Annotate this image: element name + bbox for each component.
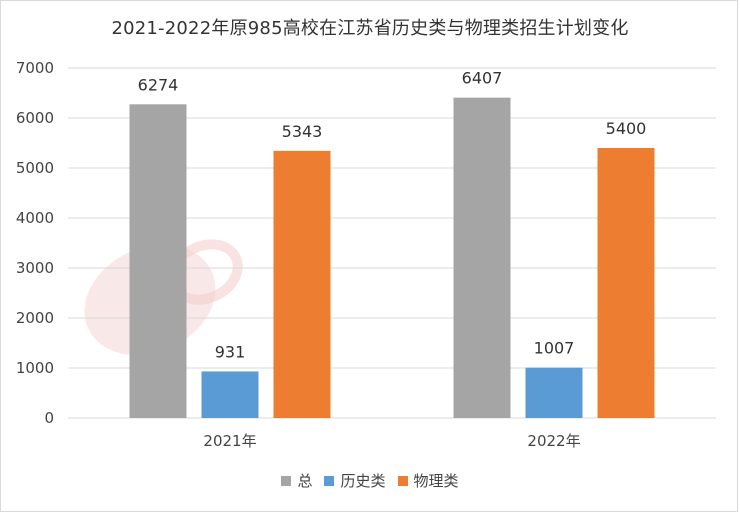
- y-tick-label: 1000: [16, 359, 54, 377]
- y-tick-label: 5000: [16, 159, 54, 177]
- x-axis-tick-labels: 2021年 2022年: [203, 432, 580, 450]
- x-tick-label: 2021年: [203, 432, 256, 450]
- chart-title: 2021-2022年原985高校在江苏省历史类与物理类招生计划变化: [111, 18, 629, 39]
- data-labels: 6274 931 5343 6407 1007 5400: [138, 69, 647, 362]
- legend-swatch: [397, 475, 408, 486]
- legend-swatch: [281, 475, 292, 486]
- y-tick-label: 0: [44, 409, 54, 427]
- legend-item: 历史类: [324, 470, 386, 491]
- legend-item: 物理类: [397, 470, 459, 491]
- bar-3-2: [597, 148, 655, 418]
- legend-label: 总: [297, 472, 313, 490]
- y-tick-label: 2000: [16, 309, 54, 327]
- legend: 总 历史类 物理类: [0, 470, 740, 491]
- data-label: 5343: [282, 122, 323, 141]
- data-label: 6407: [462, 69, 503, 88]
- y-tick-label: 3000: [16, 259, 54, 277]
- y-tick-label: 4000: [16, 209, 54, 227]
- data-label: 1007: [534, 339, 575, 358]
- bar-2-1: [201, 371, 259, 418]
- bar-3-1: [273, 150, 331, 418]
- data-label: 5400: [606, 119, 647, 138]
- data-label: 6274: [138, 75, 179, 94]
- bar-2-2: [525, 367, 583, 418]
- data-label: 931: [215, 342, 246, 361]
- y-axis-tick-labels: 0 1000 2000 3000 4000 5000 6000 7000: [16, 59, 54, 427]
- x-tick-label: 2022年: [527, 432, 580, 450]
- legend-label: 历史类: [340, 472, 386, 490]
- legend-swatch: [324, 475, 335, 486]
- legend-label: 物理类: [413, 472, 459, 490]
- y-tick-label: 7000: [16, 59, 54, 77]
- legend-item: 总: [281, 470, 312, 491]
- bar-1-2: [453, 97, 511, 419]
- bars: [129, 97, 655, 419]
- bar-1-1: [129, 104, 187, 419]
- y-tick-label: 6000: [16, 109, 54, 127]
